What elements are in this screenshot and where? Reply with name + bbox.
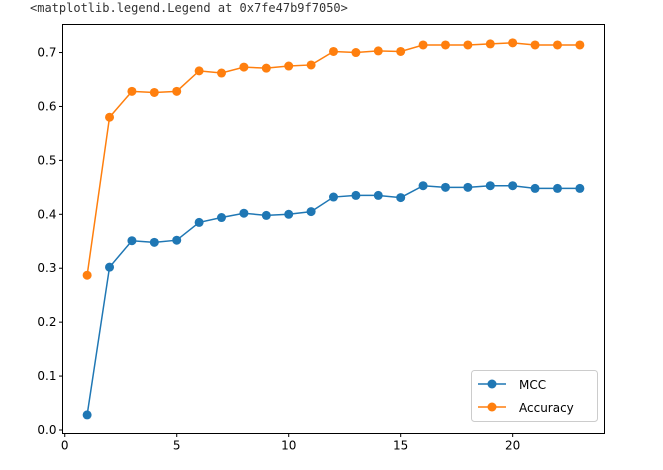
data-point (217, 68, 227, 78)
x-tick-label: 10 (281, 439, 296, 453)
data-point (261, 63, 271, 73)
y-tick-label: 0.4 (37, 207, 56, 221)
data-point (306, 207, 316, 217)
data-point (463, 40, 473, 50)
y-tick-label: 0.6 (37, 99, 56, 113)
data-point (217, 213, 227, 223)
x-tick-label: 5 (173, 439, 181, 453)
data-point (440, 40, 450, 50)
data-point (82, 410, 92, 420)
cell-output-text: <matplotlib.legend.Legend at 0x7fe47b9f7… (30, 1, 348, 15)
data-point (373, 190, 383, 200)
legend-mcc-marker (487, 379, 497, 389)
data-point (239, 208, 249, 218)
data-point (239, 62, 249, 72)
data-point (552, 40, 562, 50)
data-point (508, 38, 518, 48)
ticks: 0 5 10 15 20 0.0 0.1 0.2 0.3 0.4 0.5 0.6 0.7 (37, 46, 520, 453)
series-layer (82, 38, 585, 420)
data-point (351, 190, 361, 200)
legend-accuracy-marker (487, 402, 497, 412)
x-tick-label: 20 (505, 439, 520, 453)
legend-mcc-label: MCC (519, 378, 546, 392)
data-point (485, 39, 495, 49)
data-point (261, 210, 271, 220)
y-tick-label: 0.3 (37, 261, 56, 275)
legend: MCC Accuracy (471, 370, 598, 422)
x-tick-label: 15 (393, 439, 408, 453)
data-point (530, 183, 540, 193)
series-line (86, 42, 580, 276)
data-point (440, 182, 450, 192)
y-tick-label: 0.2 (37, 315, 56, 329)
data-point (127, 86, 137, 96)
data-point (552, 183, 562, 193)
data-point (396, 193, 406, 203)
data-point (530, 40, 540, 50)
data-point (149, 237, 159, 247)
data-point (105, 262, 115, 272)
data-point (105, 112, 115, 122)
data-point (127, 236, 137, 246)
axes-frame (62, 24, 605, 434)
y-tick-label: 0.1 (37, 369, 56, 383)
data-point (172, 235, 182, 245)
data-point (329, 46, 338, 56)
data-point (508, 181, 518, 191)
data-point (396, 46, 406, 56)
y-tick-label: 0.7 (37, 46, 56, 60)
data-point (149, 87, 159, 97)
y-tick-label: 0.0 (37, 423, 56, 437)
data-point (351, 48, 361, 58)
legend-accuracy-label: Accuracy (519, 401, 574, 415)
data-point (82, 270, 92, 280)
data-point (485, 181, 495, 191)
data-point (575, 40, 585, 50)
data-point (575, 183, 585, 193)
y-tick-label: 0.5 (37, 153, 56, 167)
data-point (172, 86, 182, 96)
data-point (373, 46, 383, 56)
data-point (306, 60, 316, 70)
data-point (418, 40, 428, 50)
data-point (194, 217, 204, 227)
x-tick-label: 0 (61, 439, 69, 453)
data-point (463, 182, 473, 192)
data-point (194, 66, 204, 76)
data-point (284, 209, 294, 219)
series-accuracy (82, 38, 585, 280)
data-point (418, 181, 428, 191)
series-mcc (82, 181, 585, 420)
data-point (284, 61, 294, 71)
data-point (329, 192, 338, 202)
